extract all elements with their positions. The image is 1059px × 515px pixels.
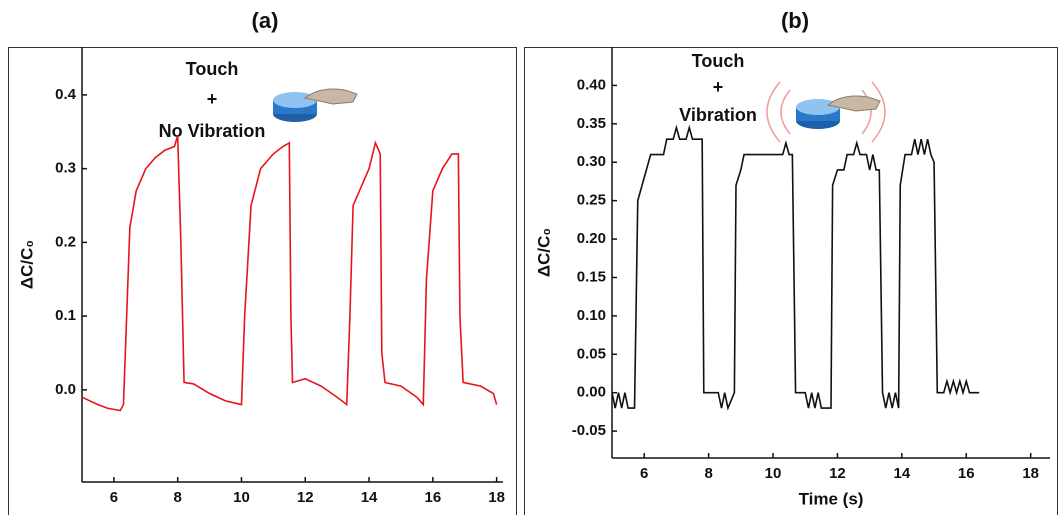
y-tick-label: 0.30 xyxy=(577,153,606,170)
x-tick-label: 18 xyxy=(488,489,505,506)
touch-icon xyxy=(273,88,358,122)
annotation: + xyxy=(207,89,218,109)
y-tick-label: 0.40 xyxy=(577,76,606,93)
y-tick-label: 0.20 xyxy=(577,230,606,247)
x-tick-label: 14 xyxy=(894,465,911,482)
x-tick-label: 12 xyxy=(829,465,846,482)
annotation: Touch xyxy=(692,51,745,71)
y-tick-label: 0.3 xyxy=(55,160,76,177)
y-tick-label: 0.2 xyxy=(55,233,76,250)
annotation: Touch xyxy=(186,59,239,79)
x-tick-label: 12 xyxy=(297,489,314,506)
y-axis-label: ΔC/C₀ xyxy=(534,228,553,277)
x-tick-label: 6 xyxy=(640,465,648,482)
x-tick-label: 10 xyxy=(233,489,250,506)
y-tick-label: 0.35 xyxy=(577,115,606,132)
x-tick-label: 18 xyxy=(1022,465,1039,482)
x-tick-label: 8 xyxy=(174,489,182,506)
x-tick-label: 16 xyxy=(424,489,441,506)
x-tick-label: 8 xyxy=(704,465,712,482)
x-tick-label: 14 xyxy=(361,489,378,506)
x-tick-label: 10 xyxy=(765,465,782,482)
y-tick-label: 0.25 xyxy=(577,192,606,209)
data-line xyxy=(81,135,498,412)
y-tick-label: 0.00 xyxy=(577,384,606,401)
panel-frame xyxy=(524,47,1058,515)
x-tick-label: 6 xyxy=(110,489,118,506)
x-axis-label: Time (s) xyxy=(799,489,864,508)
y-tick-label: 0.1 xyxy=(55,307,76,324)
y-tick-label: 0.0 xyxy=(55,381,76,398)
vibration-icon xyxy=(766,81,886,143)
panel-title: (a) xyxy=(252,8,279,33)
x-axis-label: Time (s) xyxy=(260,513,325,515)
y-tick-label: -0.05 xyxy=(572,422,606,439)
y-tick-label: 0.10 xyxy=(577,307,606,324)
y-tick-label: 0.4 xyxy=(55,86,77,103)
y-tick-label: 0.05 xyxy=(577,345,606,362)
annotation: No Vibration xyxy=(159,121,266,141)
y-tick-label: 0.15 xyxy=(577,268,606,285)
annotation: Vibration xyxy=(679,105,757,125)
annotation: + xyxy=(713,77,724,97)
y-axis-label: ΔC/C₀ xyxy=(17,240,36,289)
panel-title: (b) xyxy=(781,8,809,33)
data-line xyxy=(611,124,980,411)
x-tick-label: 16 xyxy=(958,465,975,482)
panel-frame xyxy=(8,47,517,515)
